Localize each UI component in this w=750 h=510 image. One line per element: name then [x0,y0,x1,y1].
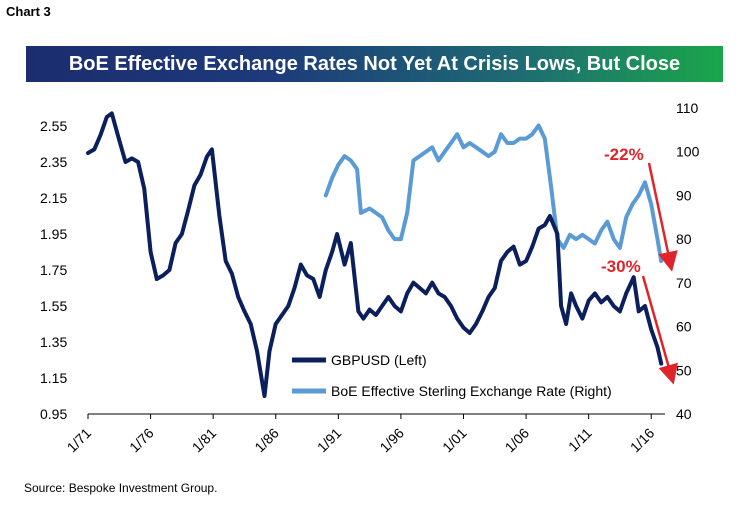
x-tick-label: 1/01 [439,425,470,456]
x-tick-label: 1/71 [64,425,95,456]
chart-label: Chart 3 [6,4,51,19]
arrow-sterling-decline [647,162,678,272]
x-tick-label: 1/81 [189,425,220,456]
left-axis-ticks: 2.55 2.35 2.15 1.95 1.75 1.55 1.35 1.15 0.95 [40,118,67,422]
annotation-sterling-decline: -22% [604,145,644,164]
annotation-gbpusd-decline: -30% [601,257,641,276]
x-tick-label: 1/16 [627,425,658,456]
x-tick-label: 1/91 [314,425,345,456]
left-tick-label: 2.55 [40,118,67,134]
right-tick-label: 60 [676,319,692,335]
legend-gbpusd-label: GBPUSD (Left) [331,352,427,368]
right-axis-ticks: 110 100 90 80 70 60 50 40 [676,100,700,422]
left-tick-label: 2.15 [40,190,67,206]
right-tick-label: 90 [676,187,692,203]
x-axis-ticks: 1/71 1/76 1/81 1/86 1/91 1/96 1/01 1/06 1/11 1/16 [64,414,658,455]
gbpusd-series-line [86,111,664,398]
left-tick-label: 2.35 [40,154,67,170]
chart-title: BoE Effective Exchange Rates Not Yet At … [68,53,681,75]
left-tick-label: 1.75 [40,262,67,278]
left-tick-label: 1.15 [40,370,67,386]
x-tick-label: 1/76 [126,425,157,456]
source-note: Source: Bespoke Investment Group. [24,481,218,495]
arrow-gbpusd-decline [641,275,678,385]
right-tick-label: 50 [676,362,692,378]
right-tick-label: 70 [676,275,692,291]
left-tick-label: 1.95 [40,226,67,242]
series-layer [86,111,664,398]
left-tick-label: 1.35 [40,334,67,350]
right-tick-label: 100 [676,144,700,160]
title-banner: BoE Effective Exchange Rates Not Yet At … [26,46,723,82]
right-tick-label: 40 [676,406,692,422]
annotations: -22% -30% [601,145,678,385]
left-tick-label: 1.55 [40,298,67,314]
x-tick-label: 1/96 [376,425,407,456]
legend-sterling-index-label: BoE Effective Sterling Exchange Rate (Ri… [331,383,612,399]
x-tick-label: 1/86 [251,425,282,456]
right-tick-label: 110 [676,100,699,116]
right-tick-label: 80 [676,231,692,247]
left-tick-label: 0.95 [40,406,67,422]
legend: GBPUSD (Left) BoE Effective Sterling Exch… [292,352,612,399]
x-tick-label: 1/11 [565,425,595,455]
x-tick-label: 1/06 [502,425,533,456]
sterling-index-series-line [323,123,664,263]
